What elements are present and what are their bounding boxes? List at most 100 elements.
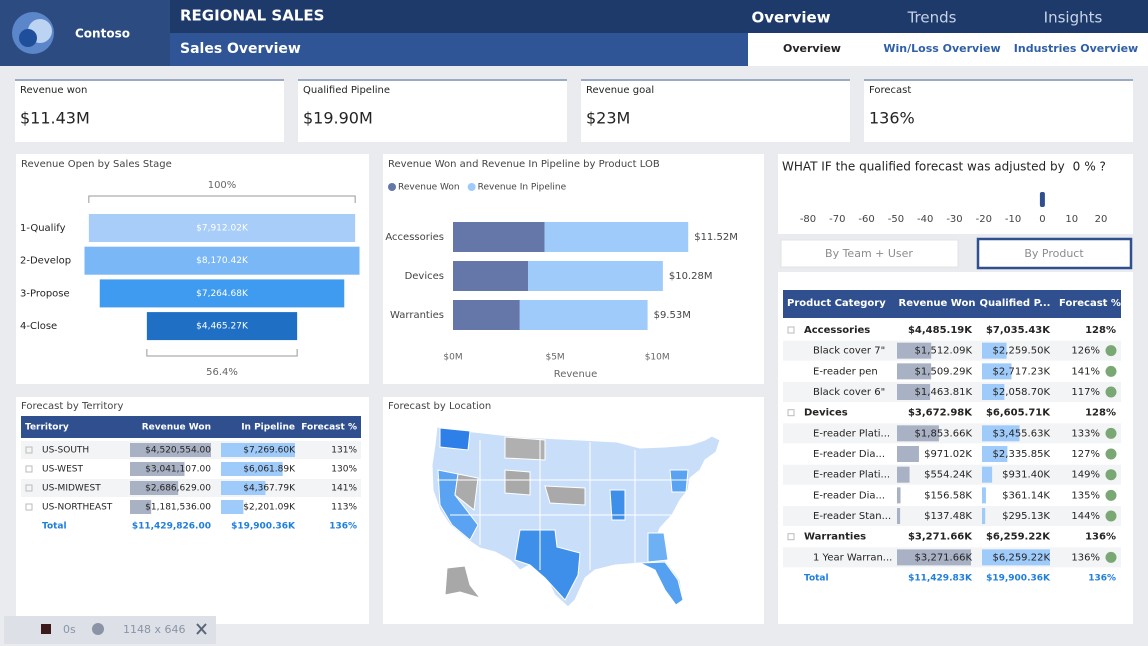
slider-knob[interactable]	[1039, 192, 1045, 207]
x-axis-label: Revenue	[554, 369, 598, 380]
table-cell: US-MIDWEST	[42, 484, 101, 494]
table-cell: $1,509.29K	[915, 366, 973, 377]
toggle-button[interactable]	[780, 239, 959, 268]
table-cell: US-NORTHEAST	[42, 503, 113, 513]
table-cell: 131%	[331, 446, 357, 456]
data-bar	[982, 487, 986, 504]
slider-tick-label: 0	[1039, 214, 1045, 225]
table-cell: $2,335.85K	[993, 449, 1051, 460]
camera-icon[interactable]	[92, 623, 104, 635]
subnav-tab[interactable]: Overview	[783, 42, 841, 55]
table-cell: $156.58K	[924, 490, 972, 501]
toggle-button[interactable]	[976, 237, 1133, 270]
table-cell: $361.14K	[1002, 490, 1050, 501]
table-cell: $2,259.50K	[993, 346, 1051, 357]
table-cell: E-reader Plati...	[813, 470, 890, 481]
slider-tick-label: -30	[946, 214, 962, 225]
record-icon[interactable]	[41, 624, 51, 634]
y-category: Accessories	[385, 232, 444, 243]
x-tick-label: $0M	[443, 353, 462, 363]
table-cell: $1,181,536.00	[145, 503, 211, 513]
map-border	[437, 440, 700, 570]
group-cell: Accessories	[804, 325, 870, 336]
slider-tick-label: -70	[829, 214, 845, 225]
kpi-label: Revenue won	[20, 85, 87, 96]
table-cell: 130%	[331, 465, 357, 475]
map-region	[514, 529, 581, 601]
kpi-label: Forecast	[869, 85, 911, 96]
kpi-label: Revenue goal	[586, 85, 654, 96]
timer: 0s	[63, 623, 76, 636]
total-cell: $19,900.36K	[986, 574, 1051, 584]
whatif-prefix: WHAT IF the qualified forecast was adjus…	[782, 160, 1065, 174]
bar-segment	[519, 300, 648, 330]
data-bar	[130, 481, 179, 495]
kpi-card	[15, 80, 284, 142]
column-header: Forecast %	[301, 423, 357, 433]
bar-total-label: $11.52M	[694, 232, 738, 243]
group-cell: 136%	[1085, 532, 1116, 543]
bar-total-label: $10.28M	[669, 271, 713, 282]
expand-icon	[787, 409, 795, 417]
funnel-value-label: $8,170.42K	[196, 256, 249, 266]
table-cell: $4,367.79K	[243, 484, 296, 494]
data-bar	[982, 384, 1005, 401]
status-icon	[1105, 345, 1117, 357]
table-cell: $554.24K	[924, 470, 972, 481]
subnav-tab[interactable]: Win/Loss Overview	[883, 42, 1000, 55]
nav-tab[interactable]: Overview	[751, 9, 830, 27]
status-icon	[1105, 469, 1117, 481]
kpi-label: Qualified Pipeline	[303, 85, 390, 96]
button-label: By Team + User	[825, 247, 913, 260]
row-shade	[783, 423, 1121, 444]
map-region	[544, 485, 586, 506]
nav-tab[interactable]: Insights	[1044, 9, 1103, 27]
total-cell: $19,900.36K	[231, 522, 296, 532]
subnav-bar	[748, 33, 1148, 66]
data-bar	[982, 342, 1007, 359]
kpi-value: $19.90M	[303, 109, 373, 128]
logo-icon	[19, 29, 37, 47]
table-cell: $1,463.81K	[915, 387, 973, 398]
subnav-tab[interactable]: Industries Overview	[1014, 42, 1138, 55]
data-bar	[221, 443, 295, 457]
panel-title: Forecast by Location	[388, 401, 491, 412]
expand-icon	[787, 326, 795, 334]
kpi-value: 136%	[869, 109, 915, 128]
x-tick-label: $5M	[545, 353, 564, 363]
table-cell: $6,259.22K	[993, 552, 1051, 563]
chart-title: Revenue Won and Revenue In Pipeline by P…	[388, 159, 660, 170]
funnel-value-label: $7,264.68K	[196, 289, 249, 299]
row-shade	[783, 464, 1121, 485]
total-cell: 136%	[1088, 574, 1116, 584]
group-cell: 128%	[1085, 408, 1116, 419]
column-header: Revenue Won	[142, 423, 211, 433]
table-cell: $2,686,629.00	[145, 484, 211, 494]
table-cell: $6,061.89K	[243, 465, 296, 475]
data-bar	[221, 500, 244, 514]
column-header: Territory	[25, 423, 69, 433]
kpi-value: $23M	[586, 109, 630, 128]
bar-segment	[453, 300, 520, 330]
bar-segment	[544, 222, 689, 252]
data-bar	[897, 487, 901, 504]
slider-tick-label: -20	[976, 214, 992, 225]
funnel-bar	[146, 312, 298, 341]
data-bar	[130, 443, 211, 457]
data-bar	[982, 363, 1012, 380]
slider-tick-label: -60	[858, 214, 874, 225]
row-shade	[783, 361, 1121, 382]
column-header: In Pipeline	[241, 423, 295, 433]
nav-tab[interactable]: Trends	[907, 9, 957, 27]
whatif-value: 0	[1073, 160, 1081, 174]
status-icon	[1105, 365, 1117, 377]
legend-label: Revenue In Pipeline	[478, 183, 567, 193]
report-title: REGIONAL SALES	[180, 7, 324, 25]
table-cell: $3,041,107.00	[145, 465, 211, 475]
table-cell: Black cover 7"	[813, 346, 885, 357]
legend-marker	[467, 183, 476, 191]
slider-tick-label: -10	[1005, 214, 1021, 225]
close-icon[interactable]	[196, 623, 207, 635]
table-cell: 141%	[1071, 366, 1100, 377]
data-bar	[982, 508, 986, 525]
